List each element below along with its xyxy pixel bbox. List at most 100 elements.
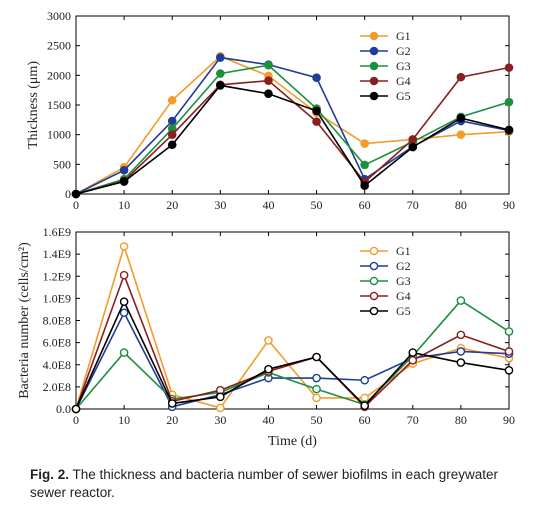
data-point-g1 xyxy=(167,95,177,105)
legend-label: G2 xyxy=(396,259,411,273)
x-tick-label: 80 xyxy=(455,198,467,212)
legend-label: G1 xyxy=(396,244,411,258)
data-point-g5 xyxy=(71,404,81,414)
data-point-g1 xyxy=(456,130,466,139)
data-point-g5 xyxy=(264,89,273,99)
legend-marker xyxy=(369,291,379,301)
data-point-g4 xyxy=(456,330,466,340)
y-tick-label: 1.4E9 xyxy=(43,247,71,261)
x-tick-label: 50 xyxy=(311,413,323,427)
data-point-g3 xyxy=(504,97,514,107)
figure-caption: Fig. 2. The thickness and bacteria numbe… xyxy=(30,466,530,502)
x-tick-label: 70 xyxy=(407,198,419,212)
legend-marker xyxy=(369,246,379,256)
x-tick-label: 50 xyxy=(311,198,323,212)
legend-marker xyxy=(369,306,379,316)
y-tick-label: 0 xyxy=(65,187,71,201)
data-point-g1 xyxy=(264,336,273,345)
data-point-g2 xyxy=(312,73,321,83)
x-tick-label: 60 xyxy=(359,198,371,212)
x-tick-label: 40 xyxy=(262,198,274,212)
y-tick-label: 4.0E8 xyxy=(43,358,71,372)
data-point-g4 xyxy=(408,356,418,365)
legend-label: G3 xyxy=(396,274,411,288)
data-point-g4 xyxy=(119,270,129,280)
series-line-g2 xyxy=(75,310,510,410)
data-point-g5 xyxy=(119,177,129,186)
figure-svg: 0 10 20 30 40 50 60 70 80 90050010001500200025003… xyxy=(17,9,515,449)
data-point-g2 xyxy=(119,308,129,318)
x-tick-label: 10 xyxy=(118,198,130,212)
data-point-g1 xyxy=(360,139,369,148)
y-tick-label: 8.0E8 xyxy=(43,314,71,328)
legend-marker xyxy=(369,261,379,271)
plot-frame xyxy=(75,15,510,195)
data-point-g4 xyxy=(504,63,514,72)
x-tick-label: 30 xyxy=(214,413,226,427)
series-line-g1 xyxy=(75,55,510,195)
data-point-g3 xyxy=(216,69,225,78)
x-tick-label: 30 xyxy=(214,198,226,212)
legend-label: G5 xyxy=(396,304,411,318)
legend-marker xyxy=(369,46,379,56)
data-point-g3 xyxy=(360,160,369,170)
data-point-g5 xyxy=(456,358,466,367)
series-line-g5 xyxy=(75,84,510,195)
caption-label: Fig. 2. xyxy=(30,467,70,482)
data-point-g5 xyxy=(408,142,418,152)
bacteria-number-chart: 0 10 20 30 40 50 60 70 80 90 0.0 2.0E8 4.0E8 6.0E8 8.0… xyxy=(17,225,515,449)
data-point-g3 xyxy=(456,296,466,305)
data-point-g1 xyxy=(312,393,321,403)
data-point-g2 xyxy=(216,53,225,62)
legend-marker xyxy=(369,76,379,86)
data-point-g5 xyxy=(312,106,321,116)
data-point-g5 xyxy=(216,392,225,402)
series-line-g5 xyxy=(75,299,510,410)
legend-label: G4 xyxy=(396,74,411,88)
x-tick-label: 0 xyxy=(73,413,79,427)
legend-marker xyxy=(369,91,379,101)
data-point-g4 xyxy=(408,135,418,144)
series-line-g3 xyxy=(75,299,510,410)
y-tick-label: 2.0E8 xyxy=(43,380,71,394)
y-tick-label: 2000 xyxy=(47,68,71,82)
y-tick-label: 1.0E9 xyxy=(43,291,71,305)
y-tick-label: 1000 xyxy=(47,128,71,142)
x-axis-title: Time (d) xyxy=(268,434,317,449)
thickness-chart: 0 10 20 30 40 50 60 70 80 90 0 500 1000 1500 2000 2500 3… xyxy=(26,9,515,212)
y-tick-label: 6.0E8 xyxy=(43,336,71,350)
series-line-g4 xyxy=(75,272,510,410)
data-point-g2 xyxy=(312,373,321,383)
series-line-g2 xyxy=(75,56,510,195)
data-point-g4 xyxy=(504,347,514,356)
data-point-g5 xyxy=(264,364,273,374)
y-tick-label: 1.6E9 xyxy=(43,225,71,239)
data-point-g5 xyxy=(312,352,321,362)
series-line-g4 xyxy=(75,66,510,195)
data-point-g5 xyxy=(360,181,369,190)
x-tick-label: 20 xyxy=(166,413,178,427)
data-point-g5 xyxy=(456,113,466,123)
x-tick-label: 10 xyxy=(118,413,130,427)
x-tick-label: 40 xyxy=(262,413,274,427)
data-point-g4 xyxy=(167,130,177,139)
data-point-g4 xyxy=(264,76,273,85)
y-tick-label: 2500 xyxy=(47,39,71,53)
data-point-g5 xyxy=(167,140,177,150)
series-line-g3 xyxy=(75,64,510,195)
data-point-g5 xyxy=(216,81,225,90)
y-tick-label: 1.2E9 xyxy=(43,269,71,283)
data-point-g5 xyxy=(71,189,81,199)
data-point-g2 xyxy=(167,116,177,126)
y-axis-title: Thickness (μm) xyxy=(26,61,41,149)
y-tick-label: 1500 xyxy=(47,98,71,112)
data-point-g2 xyxy=(119,165,129,175)
legend-label: G2 xyxy=(396,44,411,58)
data-point-g4 xyxy=(312,117,321,126)
data-point-g3 xyxy=(264,60,273,70)
data-point-g3 xyxy=(504,327,514,336)
data-point-g5 xyxy=(167,399,177,408)
data-point-g5 xyxy=(360,401,369,410)
y-tick-label: 500 xyxy=(53,157,71,171)
